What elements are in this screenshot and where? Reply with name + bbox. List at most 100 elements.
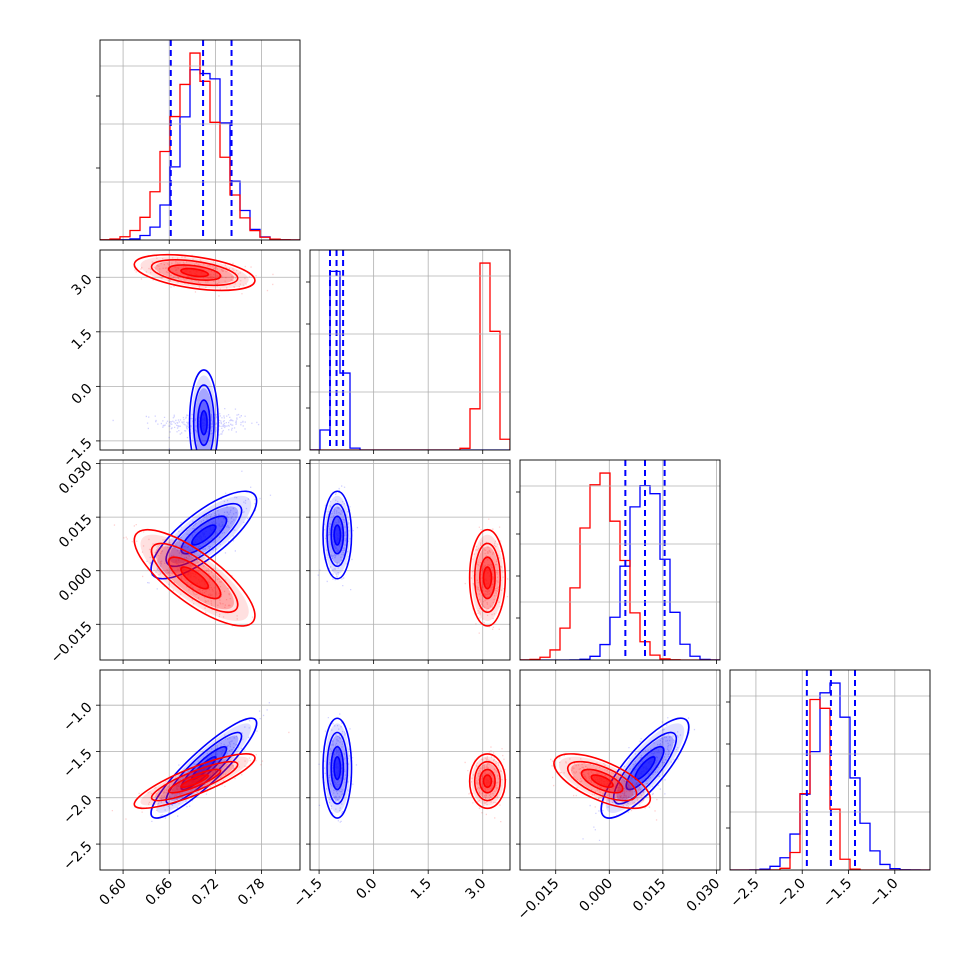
x-tick-label: −1.0 — [866, 876, 901, 911]
panel-frame — [729, 669, 931, 871]
x-tick-label: 0.66 — [143, 875, 176, 908]
contour-line — [468, 528, 507, 627]
histogram-panel-0 — [96, 39, 301, 244]
contour-line — [167, 556, 222, 600]
density-fill — [333, 524, 341, 546]
contour-line — [133, 253, 256, 292]
contour-line — [180, 566, 209, 590]
contour-line — [333, 524, 342, 546]
density-fill — [483, 566, 492, 590]
contour-line — [553, 753, 652, 810]
panel-frame — [309, 249, 511, 451]
contour-line — [625, 745, 665, 791]
contour-line — [150, 760, 239, 802]
histogram-series-0 — [730, 682, 930, 870]
x-tick-label: 3.0 — [462, 876, 489, 903]
contour-panel-1-0 — [96, 249, 301, 454]
panel-frame — [519, 669, 721, 871]
y-tick-label: −1.0 — [60, 700, 95, 735]
contour-line — [326, 731, 349, 805]
contour-line — [580, 768, 624, 794]
contour-line — [165, 502, 243, 568]
x-tick-label: 0.72 — [189, 876, 222, 909]
scatter-points — [112, 408, 260, 450]
x-tick-label: −1.5 — [291, 876, 326, 911]
contour-line — [167, 768, 222, 794]
density-fill — [483, 774, 492, 788]
contour-line — [468, 753, 507, 810]
x-tick-label: 0.60 — [97, 876, 130, 909]
contour-line — [192, 384, 215, 450]
contour-line — [191, 524, 217, 546]
density-fill — [590, 774, 614, 788]
contour-line — [180, 515, 228, 555]
panel-frame — [519, 459, 721, 661]
y-tick-label: −2.0 — [60, 792, 95, 827]
contour-panel-2-1 — [306, 459, 511, 664]
density-fill — [190, 524, 217, 546]
panel-frame — [309, 669, 511, 871]
y-tick-label: −2.5 — [60, 838, 95, 873]
x-tick-label: 0.030 — [684, 876, 724, 916]
contour-line — [482, 774, 493, 789]
y-tick-label: −1.5 — [60, 746, 95, 781]
contour-line — [133, 753, 256, 810]
contour-line — [188, 369, 219, 450]
contour-line — [330, 515, 345, 555]
contour-line — [566, 760, 638, 802]
contour-line — [330, 745, 345, 791]
y-tick-label: 0.000 — [56, 565, 96, 605]
contour-line — [322, 490, 353, 580]
contour-line — [150, 259, 239, 287]
contour-line — [199, 410, 208, 436]
contour-line — [612, 731, 678, 805]
histogram-panel-3 — [726, 669, 931, 874]
y-tick-label: 0.0 — [69, 381, 96, 408]
histogram-panel-2 — [516, 459, 721, 664]
contour-line — [180, 745, 228, 791]
histogram-series-1 — [100, 52, 300, 240]
y-tick-label: 3.0 — [69, 272, 96, 299]
y-tick-label: −0.015 — [48, 619, 96, 667]
panel-frame — [99, 459, 301, 661]
contour-line — [150, 490, 258, 580]
density-fill — [179, 774, 210, 788]
panel-frame — [99, 669, 301, 871]
histogram-series-0 — [100, 69, 300, 240]
contour-line — [196, 399, 211, 447]
x-tick-label: 0.78 — [235, 876, 268, 909]
contour-panel-2-0 — [96, 459, 301, 664]
x-tick-label: −1.5 — [820, 876, 855, 911]
density-fill — [179, 566, 210, 590]
contour-line — [479, 768, 496, 794]
contour-line — [326, 502, 349, 568]
contour-line — [482, 566, 493, 590]
contour-line — [473, 542, 501, 614]
histogram-panel-1 — [306, 249, 511, 454]
contour-line — [150, 717, 258, 819]
density-fill — [634, 755, 656, 781]
contour-line — [150, 542, 239, 614]
contour-panel-3-1 — [306, 669, 511, 874]
contour-line — [600, 717, 690, 819]
scatter-points — [111, 731, 290, 820]
panel-frame — [309, 459, 511, 661]
density-fill — [333, 755, 341, 781]
contour-line — [322, 717, 353, 819]
x-tick-label: 0.000 — [576, 876, 616, 916]
x-tick-label: −2.5 — [727, 876, 762, 911]
density-fill — [200, 409, 208, 436]
contour-line — [167, 264, 222, 281]
histogram-series-1 — [310, 262, 510, 450]
y-tick-label: 0.015 — [56, 511, 96, 551]
x-tick-label: −2.0 — [774, 876, 809, 911]
x-tick-label: 0.015 — [630, 876, 670, 916]
contour-line — [590, 774, 614, 789]
x-tick-label: 0.0 — [353, 876, 380, 903]
scatter-points — [134, 254, 274, 297]
contour-line — [180, 267, 209, 278]
contour-panel-3-0 — [96, 669, 301, 874]
contour-line — [133, 528, 256, 627]
histogram-series-0 — [520, 484, 720, 660]
